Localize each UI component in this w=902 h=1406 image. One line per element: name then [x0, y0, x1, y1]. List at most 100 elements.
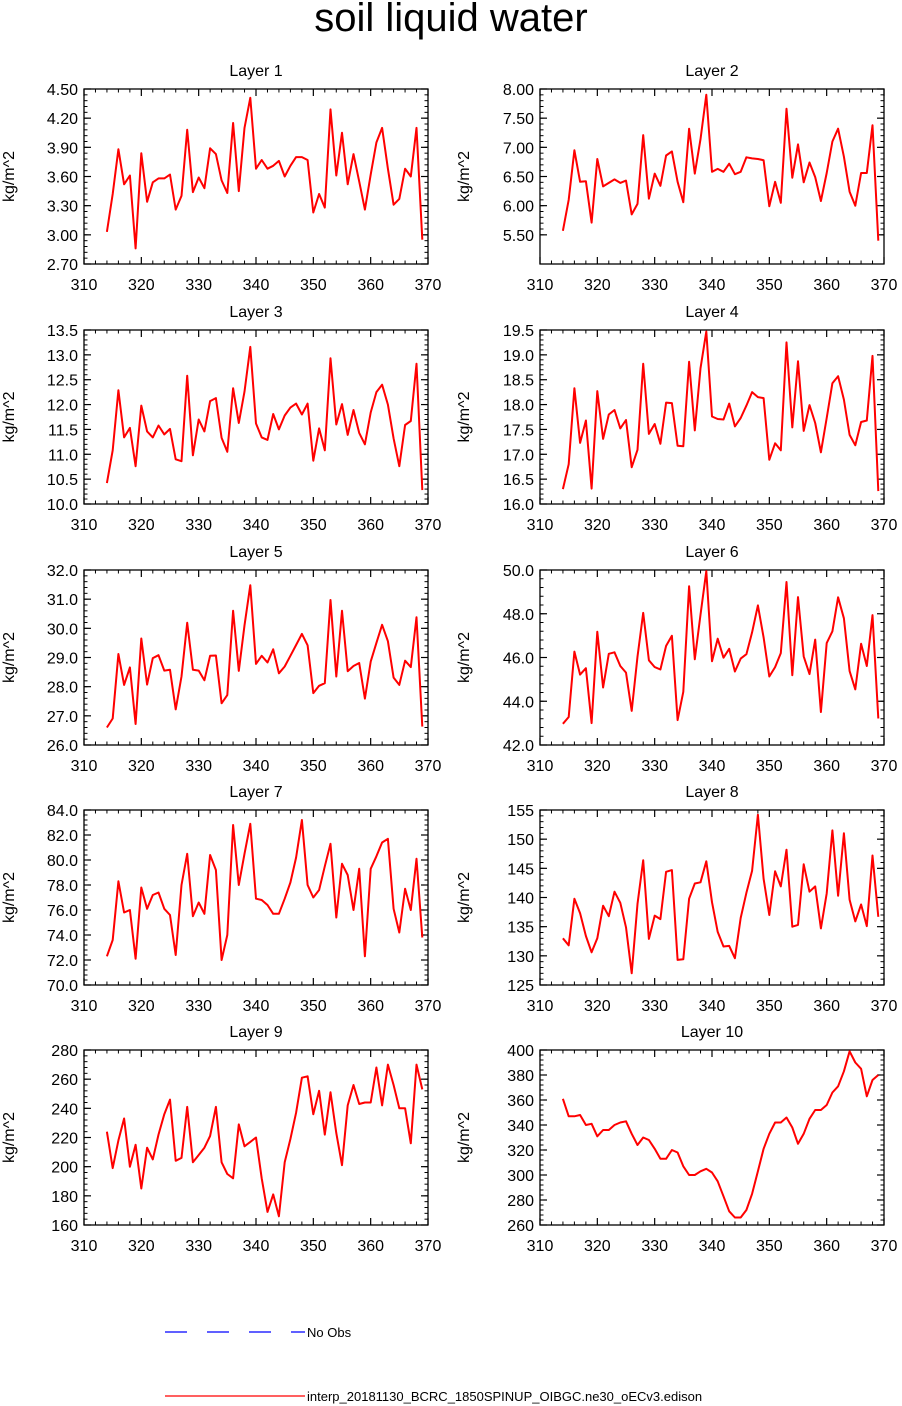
legend-label-no-obs: No Obs	[307, 1325, 352, 1340]
y-tick-label: 12.5	[47, 373, 78, 390]
series-line	[561, 1050, 879, 1219]
panel-title: Layer 7	[229, 784, 282, 801]
panel-layer-3: Layer 3 310 320 330 340 350 360 370 10.0 10.5 11.0…	[1, 304, 441, 534]
x-tick-label: 350	[300, 517, 327, 534]
y-tick-label: 400	[507, 1043, 534, 1060]
y-tick-label: 44.0	[503, 694, 534, 711]
panel-title: Layer 4	[685, 304, 738, 321]
x-tick-label: 350	[756, 758, 783, 775]
y-tick-label: 260	[507, 1218, 534, 1235]
x-tick-label: 340	[243, 998, 270, 1015]
y-tick-label: 42.0	[503, 738, 534, 755]
y-tick-label: 360	[507, 1093, 534, 1110]
series-line	[561, 330, 880, 492]
x-tick-label: 330	[641, 517, 668, 534]
legend: No Obs interp_20181130_BCRC_1850SPINUP_O…	[165, 1325, 702, 1404]
y-tick-label: 155	[507, 803, 534, 820]
y-axis-label: kg/m^2	[1, 632, 18, 683]
x-tick-label: 310	[527, 517, 554, 534]
x-tick-label: 360	[357, 277, 384, 294]
y-tick-label: 32.0	[47, 563, 78, 580]
x-tick-label: 330	[185, 517, 212, 534]
x-tick-label: 370	[871, 517, 898, 534]
plot-frame	[539, 88, 885, 265]
x-tick-label: 320	[584, 758, 611, 775]
x-tick-label: 340	[243, 517, 270, 534]
y-tick-label: 5.50	[503, 228, 534, 245]
y-tick-label: 76.0	[47, 903, 78, 920]
series-line	[562, 813, 880, 975]
panels: Layer 1 310 320 330 340 350 360 370 2.70 3.00 3.30…	[1, 63, 897, 1255]
y-tick-label: 4.20	[47, 111, 78, 128]
x-tick-label: 330	[185, 277, 212, 294]
x-tick-label: 360	[357, 517, 384, 534]
y-tick-label: 11.0	[48, 447, 78, 464]
x-tick-label: 360	[357, 1238, 384, 1255]
y-tick-label: 2.70	[47, 257, 78, 274]
x-tick-label: 340	[699, 1238, 726, 1255]
x-tick-label: 340	[699, 277, 726, 294]
y-tick-label: 4.50	[47, 82, 78, 99]
panel-layer-5: Layer 5 310 320 330 340 350 360 370 26.0 27.0 28.0…	[1, 544, 441, 775]
x-tick-label: 320	[128, 1238, 155, 1255]
y-tick-label: 11.5	[48, 422, 78, 439]
y-axis-label: kg/m^2	[1, 391, 18, 442]
x-tick-label: 360	[813, 758, 840, 775]
x-tick-label: 330	[185, 1238, 212, 1255]
figure-title: soil liquid water	[314, 0, 587, 40]
x-tick-label: 370	[415, 1238, 442, 1255]
panel-layer-9: Layer 9 310 320 330 340 350 360 370 160 180 200 220…	[1, 1024, 441, 1255]
x-tick-label: 350	[300, 998, 327, 1015]
series-line	[105, 819, 424, 961]
x-tick-label: 350	[756, 1238, 783, 1255]
x-tick-label: 310	[71, 998, 98, 1015]
y-tick-label: 7.50	[503, 111, 534, 128]
y-tick-label: 7.00	[503, 140, 534, 157]
x-tick-label: 370	[871, 758, 898, 775]
y-axis-label: kg/m^2	[1, 872, 18, 923]
y-tick-label: 70.0	[47, 978, 78, 995]
y-axis-label: kg/m^2	[456, 872, 473, 923]
x-tick-label: 340	[243, 1238, 270, 1255]
y-tick-label: 13.0	[47, 348, 78, 365]
x-tick-label: 340	[243, 758, 270, 775]
panel-layer-10: Layer 10 310 320 330 340 350 360 370 260 280 300 32…	[456, 1024, 897, 1255]
x-tick-label: 320	[584, 517, 611, 534]
y-tick-label: 260	[51, 1072, 78, 1089]
y-tick-label: 31.0	[47, 592, 78, 609]
y-tick-label: 19.5	[503, 323, 534, 340]
x-tick-label: 360	[813, 277, 840, 294]
series-line	[562, 570, 880, 725]
panel-layer-1: Layer 1 310 320 330 340 350 360 370 2.70 3.00 3.30…	[1, 63, 441, 294]
y-tick-label: 125	[507, 978, 534, 995]
y-axis-label: kg/m^2	[456, 632, 473, 683]
x-tick-label: 340	[699, 998, 726, 1015]
y-tick-label: 72.0	[47, 953, 78, 970]
y-axis-label: kg/m^2	[1, 1112, 18, 1163]
y-tick-label: 180	[51, 1189, 78, 1206]
y-tick-label: 135	[507, 920, 534, 937]
y-tick-label: 16.5	[503, 472, 534, 489]
x-tick-label: 320	[128, 277, 155, 294]
panel-title: Layer 9	[229, 1024, 282, 1041]
x-tick-label: 350	[300, 277, 327, 294]
x-tick-label: 350	[300, 1238, 327, 1255]
x-tick-label: 360	[813, 517, 840, 534]
y-tick-label: 19.0	[503, 348, 534, 365]
y-tick-label: 8.00	[503, 82, 534, 99]
y-tick-label: 280	[507, 1193, 534, 1210]
y-tick-label: 84.0	[47, 803, 78, 820]
x-tick-label: 320	[128, 758, 155, 775]
y-tick-label: 28.0	[47, 680, 78, 697]
x-tick-label: 340	[243, 277, 270, 294]
panel-layer-6: Layer 6 310 320 330 340 350 360 370 42.0 44.0 46.0…	[456, 544, 897, 775]
x-tick-label: 320	[128, 517, 155, 534]
x-tick-label: 350	[300, 758, 327, 775]
y-tick-label: 300	[507, 1168, 534, 1185]
x-tick-label: 310	[527, 277, 554, 294]
x-tick-label: 370	[871, 277, 898, 294]
legend-label-model: interp_20181130_BCRC_1850SPINUP_OIBGC.ne…	[307, 1389, 702, 1404]
y-tick-label: 30.0	[47, 621, 78, 638]
y-tick-label: 145	[507, 861, 534, 878]
x-tick-label: 350	[756, 998, 783, 1015]
